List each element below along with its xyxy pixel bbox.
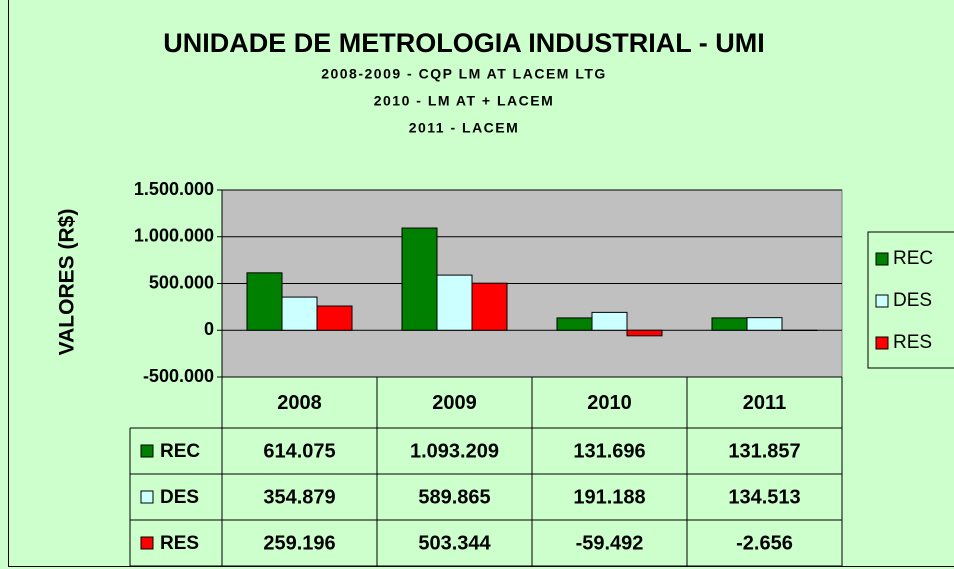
x-tick-label: 2010: [587, 392, 632, 414]
table-cell: 259.196: [263, 532, 335, 554]
x-tick-label: 2009: [432, 392, 477, 414]
table-cell: 134.513: [728, 486, 800, 508]
legend-label: DES: [893, 290, 932, 311]
bar: [471, 282, 508, 331]
bar: [591, 311, 628, 331]
table-cell: 131.857: [728, 440, 800, 462]
chart-title: UNIDADE DE METROLOGIA INDUSTRIAL - UMI: [163, 28, 765, 58]
bar: [746, 317, 783, 331]
y-tick-label: -500.000: [143, 366, 214, 386]
table-legend-key: [140, 536, 154, 550]
table-cell: 1.093.209: [410, 440, 499, 462]
legend-label: RES: [893, 332, 932, 353]
legend-key: [875, 336, 889, 350]
bar: [401, 227, 438, 331]
bar: [711, 317, 748, 331]
bar: [556, 317, 593, 331]
bar: [436, 274, 473, 331]
chart-subtitle: 2010 - LM AT + LACEM: [374, 93, 555, 109]
table-row-label: DES: [160, 487, 199, 508]
bar: [281, 296, 318, 331]
legend-label: REC: [893, 248, 933, 269]
table-cell: 191.188: [573, 486, 645, 508]
table-legend-key: [140, 490, 154, 504]
table-row-label: RES: [160, 533, 199, 554]
bar: [626, 329, 663, 337]
table-cell: -2.656: [736, 532, 793, 554]
chart-subtitle: 2011 - LACEM: [409, 120, 520, 136]
bar: [316, 305, 353, 331]
chart-subtitle: 2008-2009 - CQP LM AT LACEM LTG: [321, 66, 607, 82]
legend-key: [875, 252, 889, 266]
y-axis-label: VALORES (R$): [56, 209, 79, 356]
x-tick-label: 2008: [277, 392, 322, 414]
table-cell: 503.344: [418, 532, 491, 554]
y-tick-label: 1.000.000: [134, 226, 214, 246]
table-cell: -59.492: [576, 532, 644, 554]
table-cell: 131.696: [573, 440, 645, 462]
legend-key: [875, 294, 889, 308]
table-cell: 354.879: [263, 486, 335, 508]
x-tick-label: 2011: [743, 392, 786, 414]
y-tick-label: 1.500.000: [134, 179, 214, 199]
bar: [246, 272, 283, 331]
y-tick-label: 0: [204, 319, 214, 339]
table-cell: 589.865: [418, 486, 490, 508]
table-row-label: REC: [160, 441, 200, 462]
table-legend-key: [140, 444, 154, 458]
y-tick-label: 500.000: [149, 272, 214, 292]
table-cell: 614.075: [263, 440, 335, 462]
